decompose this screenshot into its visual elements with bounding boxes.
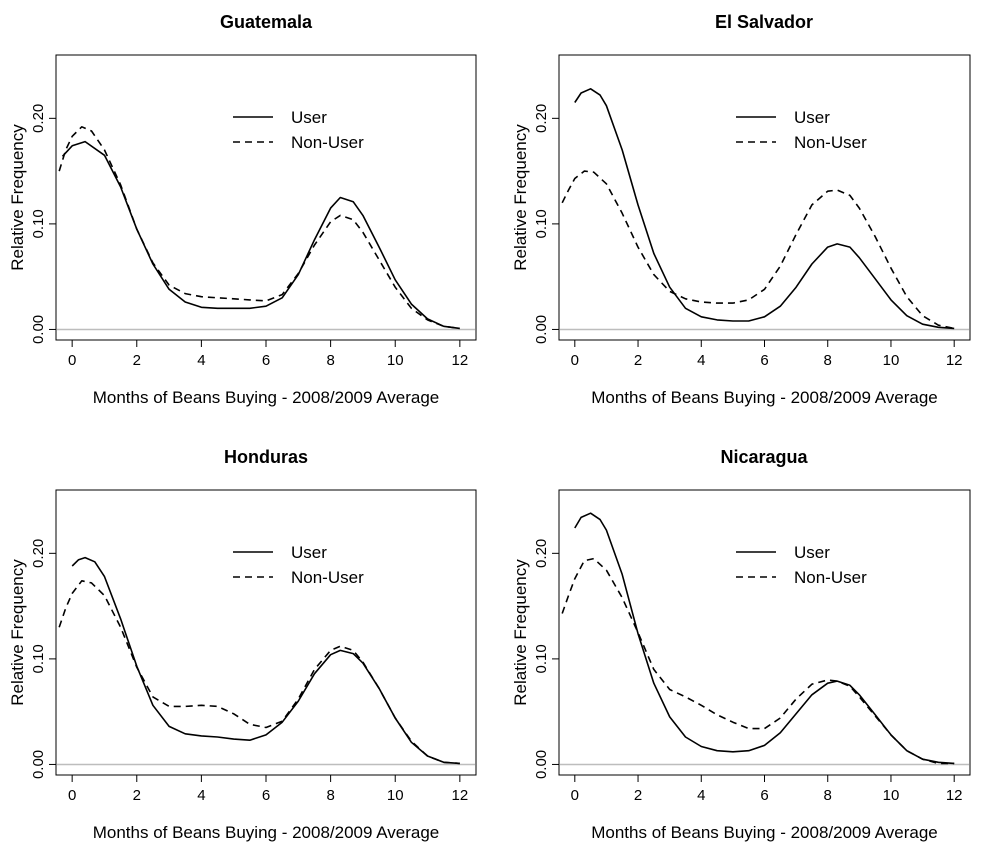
y-axis-label: Relative Frequency <box>511 559 530 706</box>
x-tick-label: 6 <box>262 352 270 369</box>
x-axis-label: Months of Beans Buying - 2008/2009 Avera… <box>93 823 440 842</box>
y-tick-label: 0.20 <box>533 104 550 133</box>
x-tick-label: 8 <box>824 352 832 369</box>
x-tick-label: 6 <box>760 787 768 804</box>
legend-label: User <box>794 108 830 127</box>
x-tick-label: 2 <box>133 352 141 369</box>
x-tick-label: 4 <box>197 352 205 369</box>
x-axis-label: Months of Beans Buying - 2008/2009 Avera… <box>93 388 440 407</box>
plot-frame <box>558 54 971 341</box>
x-tick-label: 12 <box>946 352 963 369</box>
legend-label: User <box>291 543 327 562</box>
series-line-user <box>61 140 460 330</box>
x-tick-label: 12 <box>452 352 469 369</box>
legend-label: User <box>794 543 830 562</box>
y-tick-label: 0.20 <box>30 539 47 568</box>
chart-panel-1: Guatemala 0 2 4 6 8 10 12 0.00 0.10 0.20 Months of … <box>8 12 477 407</box>
chart-panel-4: Nicaragua 0 2 4 6 8 10 12 0.00 0.10 0.20 Months of … <box>511 447 971 842</box>
plot-frame <box>558 489 971 776</box>
legend-label: User <box>291 108 327 127</box>
y-tick-label: 0.10 <box>533 644 550 673</box>
y-axis-label: Relative Frequency <box>8 559 27 706</box>
y-tick-label: 0.10 <box>533 209 550 238</box>
series-line-non-user <box>561 557 955 765</box>
y-tick-label: 0.00 <box>30 750 47 779</box>
y-tick-label: 0.00 <box>533 750 550 779</box>
x-tick-label: 10 <box>387 352 404 369</box>
x-tick-label: 0 <box>571 787 579 804</box>
y-tick-label: 0.20 <box>533 539 550 568</box>
legend-label: Non-User <box>291 133 364 152</box>
series-line-user <box>71 556 460 765</box>
x-tick-label: 0 <box>68 787 76 804</box>
x-tick-label: 12 <box>452 787 469 804</box>
x-tick-label: 2 <box>133 787 141 804</box>
x-tick-label: 0 <box>68 352 76 369</box>
x-tick-label: 2 <box>634 787 642 804</box>
x-tick-label: 8 <box>824 787 832 804</box>
chart-panel-3: Honduras 0 2 4 6 8 10 12 0.00 0.10 0.20 Months of B… <box>8 447 477 842</box>
chart-panel-2: El Salvador 0 2 4 6 8 10 12 0.00 0.10 0.20 Months o… <box>511 12 971 407</box>
y-tick-label: 0.00 <box>30 315 47 344</box>
y-axis-label: Relative Frequency <box>511 124 530 271</box>
plot-frame <box>55 54 477 341</box>
x-tick-label: 6 <box>760 352 768 369</box>
series-line-non-user <box>561 170 955 330</box>
panel-title: Nicaragua <box>720 447 808 467</box>
x-tick-label: 6 <box>262 787 270 804</box>
legend-label: Non-User <box>291 568 364 587</box>
x-tick-label: 4 <box>697 352 705 369</box>
y-tick-label: 0.00 <box>533 315 550 344</box>
x-tick-label: 10 <box>387 787 404 804</box>
x-tick-label: 12 <box>946 787 963 804</box>
series-line-non-user <box>58 579 460 765</box>
x-tick-label: 0 <box>571 352 579 369</box>
y-tick-label: 0.10 <box>30 209 47 238</box>
series-line-user <box>574 88 955 330</box>
x-tick-label: 10 <box>883 787 900 804</box>
panel-title: Guatemala <box>220 12 313 32</box>
x-tick-label: 4 <box>197 787 205 804</box>
legend-label: Non-User <box>794 568 867 587</box>
panel-title: Honduras <box>224 447 308 467</box>
x-axis-label: Months of Beans Buying - 2008/2009 Avera… <box>591 388 938 407</box>
x-tick-label: 4 <box>697 787 705 804</box>
x-axis-label: Months of Beans Buying - 2008/2009 Avera… <box>591 823 938 842</box>
plot-frame <box>55 489 477 776</box>
x-tick-label: 8 <box>326 352 334 369</box>
series-line-non-user <box>58 126 460 330</box>
y-axis-label: Relative Frequency <box>8 124 27 271</box>
y-tick-label: 0.10 <box>30 644 47 673</box>
x-tick-label: 10 <box>883 352 900 369</box>
panel-title: El Salvador <box>715 12 813 32</box>
series-line-user <box>574 512 955 765</box>
x-tick-label: 2 <box>634 352 642 369</box>
legend-label: Non-User <box>794 133 867 152</box>
x-tick-label: 8 <box>326 787 334 804</box>
y-tick-label: 0.20 <box>30 104 47 133</box>
